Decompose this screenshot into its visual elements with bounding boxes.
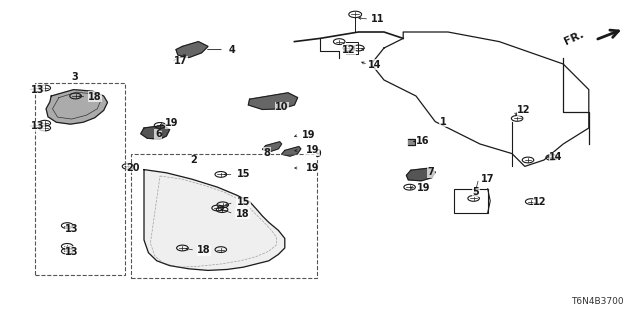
Text: T6N4B3700: T6N4B3700 xyxy=(572,297,624,306)
Text: 13: 13 xyxy=(65,224,79,235)
Text: 20: 20 xyxy=(127,163,140,173)
Text: 18: 18 xyxy=(88,92,102,102)
Text: 10: 10 xyxy=(275,102,289,112)
Text: 12: 12 xyxy=(517,105,531,116)
Text: 4: 4 xyxy=(228,44,236,55)
Text: 18: 18 xyxy=(236,209,249,219)
Bar xyxy=(131,154,317,278)
Polygon shape xyxy=(176,42,208,58)
Text: 3: 3 xyxy=(72,72,79,82)
Text: 17: 17 xyxy=(174,56,188,67)
Text: 14: 14 xyxy=(368,60,381,70)
Polygon shape xyxy=(406,168,435,181)
Polygon shape xyxy=(248,93,298,109)
Text: 19: 19 xyxy=(417,183,431,193)
Text: 15: 15 xyxy=(237,169,250,180)
Text: 14: 14 xyxy=(549,152,563,163)
Polygon shape xyxy=(46,90,108,124)
Text: 1: 1 xyxy=(440,116,447,127)
Bar xyxy=(35,83,125,275)
Text: 11: 11 xyxy=(371,14,385,24)
Polygon shape xyxy=(141,125,170,139)
Text: 19: 19 xyxy=(306,163,319,173)
Text: 2: 2 xyxy=(190,155,197,165)
Text: 12: 12 xyxy=(533,196,547,207)
Polygon shape xyxy=(144,170,285,270)
Text: 9: 9 xyxy=(315,148,322,159)
Text: 13: 13 xyxy=(31,121,44,132)
Text: 7: 7 xyxy=(428,167,435,177)
Text: 16: 16 xyxy=(416,136,429,147)
Text: 13: 13 xyxy=(65,247,79,257)
Text: 6: 6 xyxy=(155,129,162,140)
Text: 5: 5 xyxy=(472,187,479,197)
Text: 13: 13 xyxy=(31,84,44,95)
Text: 19: 19 xyxy=(165,118,179,128)
Text: 19: 19 xyxy=(306,145,319,156)
Text: 12: 12 xyxy=(342,44,356,55)
Text: FR.: FR. xyxy=(563,29,586,47)
Polygon shape xyxy=(408,139,415,145)
Text: 17: 17 xyxy=(481,173,495,184)
Text: 18: 18 xyxy=(197,245,211,255)
Text: 15: 15 xyxy=(237,197,250,207)
Polygon shape xyxy=(282,147,301,156)
Text: 19: 19 xyxy=(302,130,316,140)
Text: 8: 8 xyxy=(264,148,271,158)
Polygon shape xyxy=(262,142,282,151)
